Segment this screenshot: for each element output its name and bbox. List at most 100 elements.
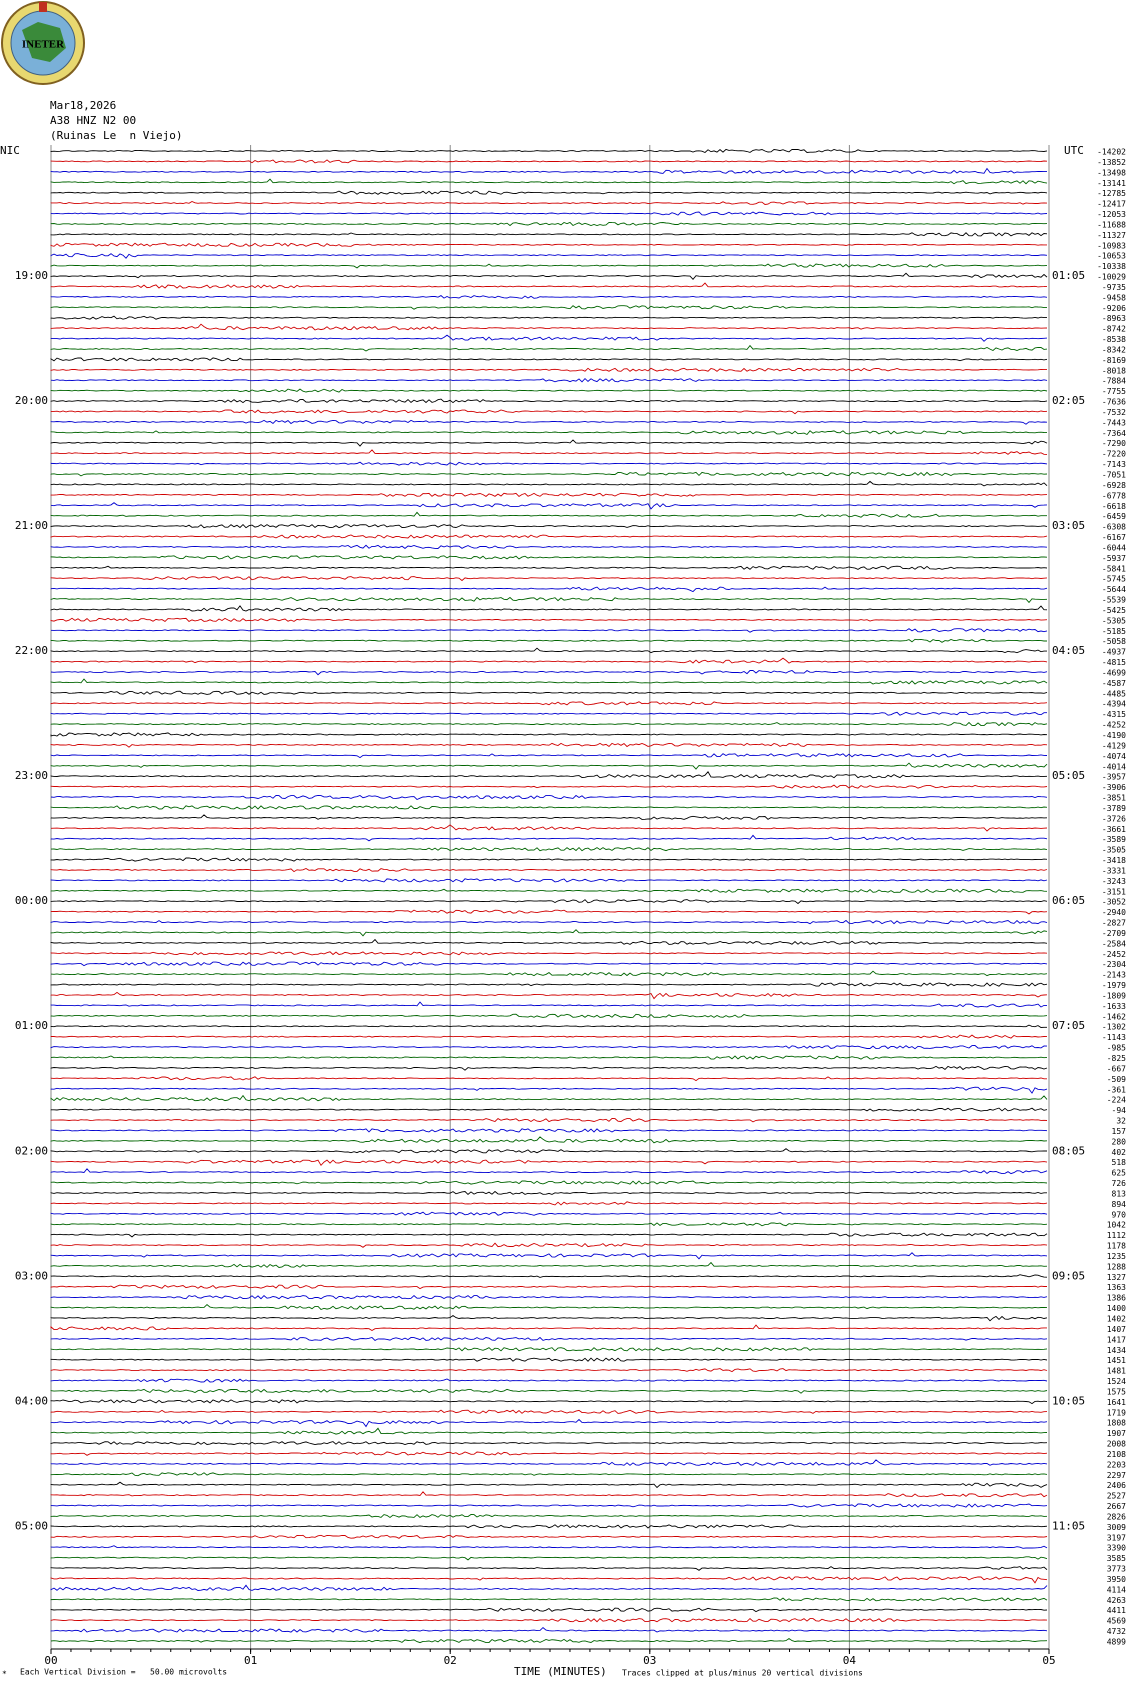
trace: [50, 991, 1048, 1000]
trace-offset: -825: [1107, 1054, 1126, 1063]
trace-offset: -3851: [1102, 794, 1126, 803]
trace: [50, 1617, 1048, 1623]
trace: [50, 1503, 1048, 1508]
trace: [50, 1399, 1048, 1405]
trace: [50, 565, 1048, 570]
trace-offset: 1641: [1107, 1398, 1126, 1407]
trace-offset: -8169: [1102, 356, 1126, 365]
trace-offset: -1302: [1102, 1023, 1126, 1032]
trace: [50, 1136, 1048, 1144]
trace-offset: -7364: [1102, 429, 1126, 438]
trace-offset: 518: [1112, 1158, 1127, 1167]
trace: [50, 762, 1048, 770]
trace: [50, 544, 1048, 549]
trace-offset: -3331: [1102, 866, 1126, 875]
trace-offset: -3589: [1102, 835, 1126, 844]
trace-offset: -2709: [1102, 929, 1126, 938]
right-time: 11:05: [1052, 1519, 1085, 1532]
trace-offset: 4732: [1107, 1627, 1126, 1636]
trace: [50, 814, 1048, 820]
left-time: 04:00: [15, 1394, 48, 1407]
trace-offset: 157: [1112, 1127, 1127, 1136]
trace-offset: -7290: [1102, 439, 1126, 448]
trace-offset: 1434: [1107, 1346, 1126, 1355]
trace-offset: -9458: [1102, 293, 1126, 302]
trace-offset: 970: [1112, 1210, 1127, 1219]
trace: [50, 1013, 1048, 1018]
trace-offset: 3009: [1107, 1523, 1126, 1532]
corner-mark: *: [2, 1670, 7, 1679]
trace-offset: -7532: [1102, 408, 1126, 417]
left-time: 19:00: [15, 269, 48, 282]
clip-note: Traces clipped at plus/minus 20 vertical…: [622, 1669, 863, 1678]
trace-offset: -6928: [1102, 481, 1126, 490]
x-tick-label: 05: [1042, 1654, 1055, 1667]
trace-offset: 1235: [1107, 1252, 1126, 1261]
trace-offset: 3390: [1107, 1544, 1126, 1553]
scale-note: Each Vertical Division = 50.00 microvolt…: [20, 1668, 227, 1677]
right-time: 04:05: [1052, 644, 1085, 657]
trace-offset: -8742: [1102, 325, 1126, 334]
trace: [50, 1451, 1048, 1456]
trace: [50, 1284, 1047, 1290]
trace-offset: 1288: [1107, 1262, 1126, 1271]
trace: [50, 305, 1047, 310]
trace-offset: -3906: [1102, 783, 1126, 792]
x-tick-label: 02: [444, 1654, 457, 1667]
trace: [50, 576, 1048, 582]
trace-offset: 4569: [1107, 1617, 1126, 1626]
trace-offset: -3505: [1102, 846, 1126, 855]
x-tick-label: 01: [244, 1654, 257, 1667]
trace: [50, 148, 1048, 154]
trace-offset: -4394: [1102, 700, 1126, 709]
trace-offset: -4129: [1102, 741, 1126, 750]
trace: [50, 167, 1048, 174]
trace-offset: -2452: [1102, 950, 1126, 959]
trace-offset: 2527: [1107, 1492, 1126, 1501]
trace: [50, 970, 1048, 977]
trace-offset: 280: [1112, 1137, 1127, 1146]
trace: [50, 711, 1047, 716]
trace-offset: -509: [1107, 1075, 1126, 1084]
trace-offset: 1417: [1107, 1335, 1126, 1344]
trace-offset: -8538: [1102, 335, 1126, 344]
trace-offset: -361: [1107, 1085, 1126, 1094]
trace-offset: -224: [1107, 1096, 1126, 1105]
trace-offset: -4014: [1102, 762, 1126, 771]
trace-offset: -5185: [1102, 627, 1126, 636]
trace-offset: 4411: [1107, 1606, 1126, 1615]
trace-offset: -6618: [1102, 502, 1126, 511]
trace-offset: -3151: [1102, 887, 1126, 896]
trace: [50, 449, 1048, 455]
trace: [50, 334, 1048, 342]
trace-offset: 1524: [1107, 1377, 1126, 1386]
trace-offset: 1386: [1107, 1294, 1126, 1303]
trace: [50, 1584, 1048, 1591]
trace-offset: 3773: [1107, 1565, 1126, 1574]
trace: [50, 409, 1048, 415]
left-time: 23:00: [15, 769, 48, 782]
trace: [50, 1201, 1048, 1206]
trace: [50, 357, 1048, 362]
trace-offset: 1042: [1107, 1221, 1126, 1230]
left-time: 03:00: [15, 1269, 48, 1282]
trace: [50, 1534, 1048, 1539]
trace-offset: -3726: [1102, 814, 1126, 823]
trace: [50, 1556, 1048, 1561]
trace-offset: 1451: [1107, 1356, 1126, 1365]
trace: [50, 1252, 1048, 1260]
trace-offset: -9206: [1102, 304, 1126, 313]
trace: [50, 1148, 1047, 1154]
trace: [50, 190, 1048, 195]
trace: [50, 1418, 1048, 1428]
trace: [50, 1034, 1048, 1039]
trace: [50, 1514, 1048, 1519]
trace: [50, 1086, 1048, 1094]
trace: [50, 534, 1048, 539]
trace-offset: -8963: [1102, 314, 1126, 323]
right-time: 01:05: [1052, 269, 1085, 282]
trace-offset: 2203: [1107, 1460, 1126, 1469]
trace: [50, 1094, 1048, 1102]
trace: [50, 888, 1048, 893]
trace-offset: -13852: [1097, 158, 1126, 167]
